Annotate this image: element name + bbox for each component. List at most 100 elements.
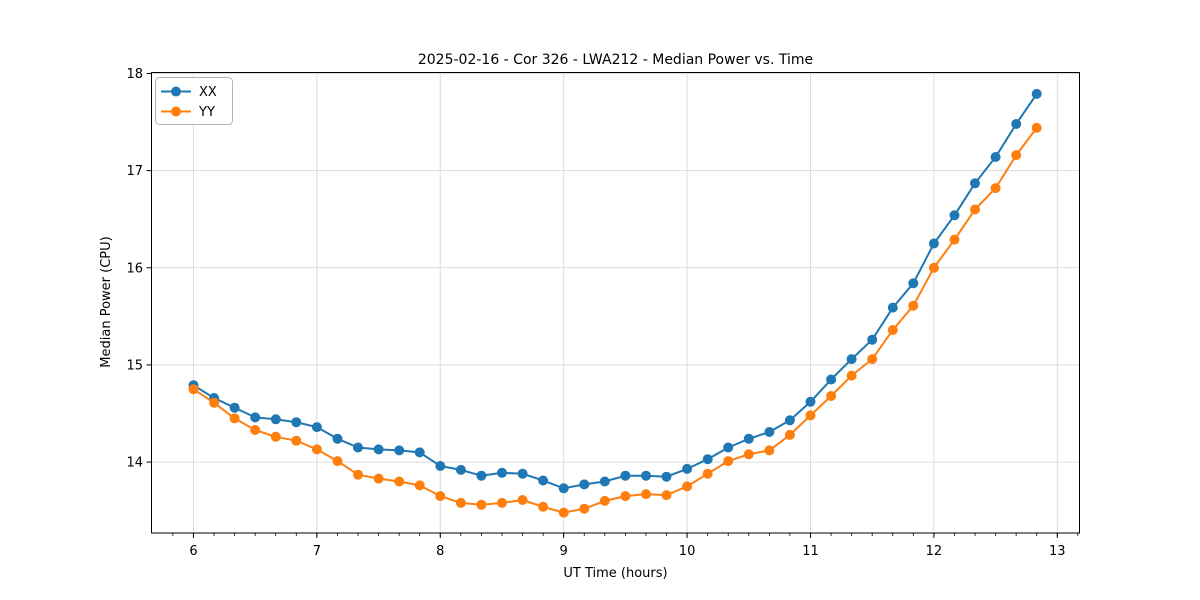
data-point-xx: [353, 442, 363, 453]
tick-layer: 6 7 8 9 10 11 12 13 14 15 16 17 18: [126, 67, 1079, 559]
data-point-yy: [270, 431, 281, 442]
legend: XX YY: [155, 77, 233, 125]
legend-box: [155, 77, 233, 125]
x-tick-label: 10: [679, 544, 696, 559]
data-point-xx: [620, 470, 631, 481]
legend-label-yy: YY: [198, 105, 215, 120]
data-point-xx: [949, 210, 960, 221]
data-point-yy: [394, 476, 405, 487]
x-tick-label: 6: [189, 544, 197, 559]
data-point-yy: [497, 497, 507, 508]
legend-item-xx: XX: [161, 85, 217, 100]
data-point-yy: [455, 497, 466, 508]
data-point-yy: [970, 204, 980, 215]
data-point-yy: [476, 499, 487, 510]
data-point-yy: [805, 410, 816, 421]
gridlines: [151, 72, 1080, 533]
data-point-xx: [723, 442, 734, 453]
y-tick-label: 17: [126, 164, 143, 179]
data-point-xx: [784, 415, 795, 426]
data-point-xx: [1011, 119, 1022, 129]
data-point-xx: [764, 427, 775, 437]
data-point-yy: [517, 495, 528, 505]
data-point-xx: [229, 402, 240, 413]
data-point-xx: [908, 278, 919, 289]
data-point-yy: [867, 354, 878, 365]
data-point-yy: [661, 490, 672, 501]
data-point-xx: [867, 334, 878, 345]
data-point-yy: [682, 481, 693, 492]
data-point-yy: [414, 480, 425, 491]
data-point-yy: [373, 473, 384, 484]
data-point-xx: [414, 447, 425, 458]
data-point-yy: [311, 444, 322, 455]
data-point-yy: [353, 469, 363, 480]
data-point-yy: [826, 391, 837, 401]
legend-marker-yy: [171, 106, 181, 117]
series-layer: [188, 88, 1042, 518]
x-tick-label: 11: [802, 544, 819, 559]
data-point-xx: [311, 422, 322, 433]
data-point-xx: [599, 476, 610, 487]
x-tick-label: 12: [926, 544, 943, 559]
data-point-xx: [661, 471, 672, 482]
data-point-yy: [579, 503, 590, 514]
data-point-xx: [826, 374, 837, 385]
data-point-yy: [908, 300, 919, 311]
data-point-xx: [805, 396, 816, 407]
data-point-yy: [229, 413, 240, 424]
x-tick-label: 13: [1049, 544, 1066, 559]
data-point-xx: [928, 238, 939, 249]
data-point-xx: [743, 433, 754, 444]
data-point-xx: [497, 467, 507, 478]
data-point-xx: [558, 483, 569, 494]
data-point-xx: [435, 461, 446, 471]
data-point-yy: [743, 449, 754, 460]
data-point-yy: [764, 445, 775, 456]
data-point-yy: [435, 491, 446, 502]
data-point-xx: [291, 417, 302, 428]
data-point-yy: [209, 397, 220, 408]
data-point-yy: [558, 507, 569, 518]
data-point-yy: [784, 429, 795, 440]
plot-frame: [151, 72, 1080, 534]
data-point-xx: [887, 302, 898, 313]
x-tick-label: 9: [560, 544, 568, 559]
y-tick-label: 15: [126, 358, 143, 373]
data-point-yy: [641, 489, 651, 500]
data-point-yy: [332, 456, 343, 467]
data-point-xx: [517, 468, 528, 479]
legend-marker-xx: [171, 86, 181, 97]
data-point-yy: [702, 468, 713, 479]
data-point-yy: [990, 183, 1001, 194]
data-point-xx: [476, 470, 487, 481]
x-tick-label: 7: [313, 544, 321, 559]
data-point-yy: [928, 262, 939, 273]
data-point-yy: [291, 435, 302, 446]
data-point-xx: [394, 445, 405, 456]
data-point-xx: [970, 178, 980, 189]
data-point-xx: [250, 412, 261, 423]
data-point-yy: [1011, 150, 1022, 161]
data-point-xx: [1031, 88, 1042, 99]
y-tick-label: 16: [126, 261, 143, 276]
x-tick-label: 8: [436, 544, 444, 559]
y-axis-label: Median Power (CPU): [99, 236, 114, 367]
data-point-xx: [373, 444, 384, 455]
data-point-yy: [846, 370, 857, 381]
data-point-xx: [332, 433, 343, 444]
legend-item-yy: YY: [161, 105, 215, 120]
data-point-xx: [270, 414, 281, 425]
data-point-yy: [620, 491, 631, 502]
data-point-yy: [1031, 122, 1042, 133]
data-point-xx: [846, 354, 857, 365]
data-point-xx: [579, 479, 590, 490]
data-point-yy: [188, 384, 199, 395]
data-point-xx: [682, 463, 693, 474]
y-tick-label: 14: [126, 456, 143, 471]
data-point-xx: [641, 470, 651, 481]
data-point-xx: [455, 464, 466, 475]
chart-title: 2025-02-16 - Cor 326 - LWA212 - Median P…: [418, 52, 813, 68]
